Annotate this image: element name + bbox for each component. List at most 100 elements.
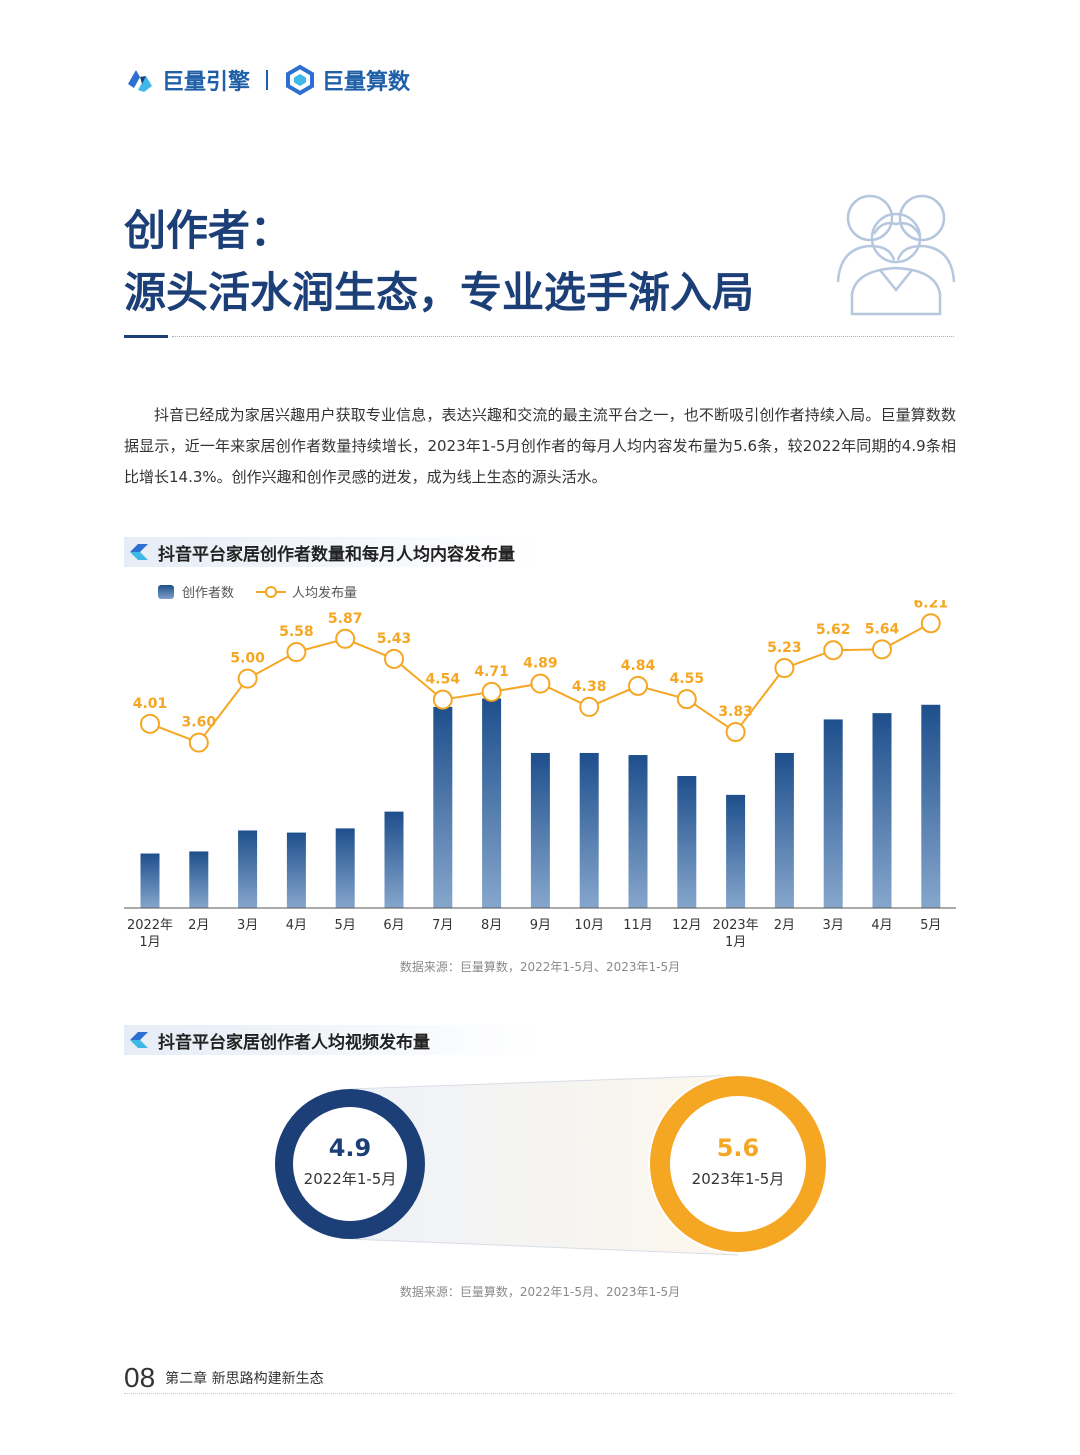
line-point xyxy=(286,642,307,663)
line-point xyxy=(774,658,795,679)
page-title: 创作者： 源头活水润生态，专业选手渐入局 xyxy=(124,200,754,324)
line-point xyxy=(140,713,160,734)
line-data-label: 4.54 xyxy=(426,672,461,688)
line-data-label: 4.38 xyxy=(572,679,607,695)
legend-item-bar: 创作者数 xyxy=(158,582,234,601)
legend-line-label: 人均发布量 xyxy=(292,586,358,601)
legend-bar-swatch xyxy=(158,584,174,599)
x-tick-label: 4月 xyxy=(871,918,892,933)
x-tick-label: 10月 xyxy=(574,918,604,933)
section2-source: 数据来源：巨量算数，2022年1-5月、2023年1-5月 xyxy=(399,1285,681,1299)
donut-2022-value: 4.9 xyxy=(329,1134,372,1162)
video-comparison-chart: 4.9 2022年1-5月 5.6 2023年1-5月 xyxy=(275,1074,828,1256)
donut-2023-label: 2023年1-5月 xyxy=(692,1170,785,1188)
bar-creators xyxy=(238,830,258,908)
line-data-label: 5.62 xyxy=(816,622,851,638)
header-brands: 巨量引擎 巨量算数 xyxy=(124,60,410,100)
bar-creators xyxy=(335,828,355,908)
line-data-label: 5.23 xyxy=(767,640,802,656)
line-data-label: 4.01 xyxy=(133,696,168,712)
x-tick-label: 7月 xyxy=(432,918,453,933)
line-point xyxy=(628,675,648,696)
line-point xyxy=(384,648,404,669)
line-point xyxy=(432,689,453,710)
footer-divider xyxy=(124,1393,954,1394)
bar-creators xyxy=(482,698,502,908)
line-data-label: 4.84 xyxy=(621,658,656,674)
juliang-suanshu-logo-icon xyxy=(286,64,315,96)
bar-creators xyxy=(921,704,941,908)
donut-2023-value: 5.6 xyxy=(717,1134,760,1162)
line-data-label: 5.43 xyxy=(377,631,412,647)
line-point xyxy=(335,628,356,649)
bar-creators xyxy=(140,853,160,908)
x-tick-label: 3月 xyxy=(823,918,844,933)
section1-header: 抖音平台家居创作者数量和每月人均内容发布量 xyxy=(124,537,544,567)
section2-header: 抖音平台家居创作者人均视频发布量 xyxy=(124,1025,544,1055)
line-data-label: 5.87 xyxy=(328,611,363,627)
line-point xyxy=(823,640,844,661)
bar-creators xyxy=(433,706,453,908)
line-data-label: 5.00 xyxy=(230,651,265,667)
title-divider xyxy=(124,335,954,338)
page-footer: 08 第二章 新思路构建新生态 xyxy=(124,1362,324,1394)
line-data-label: 3.83 xyxy=(718,704,753,720)
line-point xyxy=(676,689,697,710)
x-tick-label: 2月 xyxy=(774,918,795,933)
section1-source: 数据来源：巨量算数，2022年1-5月、2023年1-5月 xyxy=(399,960,681,974)
x-tick-label: 11月 xyxy=(623,918,653,933)
line-point xyxy=(237,668,258,689)
brand-separator xyxy=(266,70,269,90)
x-tick-label: 5月 xyxy=(920,918,941,933)
page-title-line2: 源头活水润生态，专业选手渐入局 xyxy=(124,268,755,317)
line-data-label: 4.71 xyxy=(474,664,509,680)
x-tick-label: 5月 xyxy=(335,918,356,933)
line-data-label: 5.58 xyxy=(279,624,314,640)
section1-title: 抖音平台家居创作者数量和每月人均内容发布量 xyxy=(158,544,515,565)
chart-legend: 创作者数 人均发布量 xyxy=(158,582,379,601)
donut-2023 xyxy=(650,1076,826,1252)
legend-line-swatch-icon xyxy=(256,585,287,598)
donut-2022-label: 2022年1-5月 xyxy=(304,1170,397,1188)
x-tick-label: 2月 xyxy=(188,918,209,933)
bar-creators xyxy=(189,851,209,908)
juliang-engine-logo-icon xyxy=(128,70,152,92)
bar-creators xyxy=(823,719,843,908)
creator-chart: 4.01 3.60 5.00 5.58 5.87 5.43 4.54 4.71 4.89 4.38… xyxy=(124,600,956,950)
line-point xyxy=(725,722,746,743)
line-data-label: 4.55 xyxy=(670,671,705,687)
bar-creators xyxy=(872,713,892,908)
comparison-connector xyxy=(350,1075,738,1255)
section-tag-icon xyxy=(130,1032,148,1048)
intro-paragraph: 抖音已经成为家居兴趣用户获取专业信息，表达兴趣和交流的最主流平台之一，也不断吸引… xyxy=(124,406,956,486)
x-tick-label: 3月 xyxy=(237,918,258,933)
page-number: 08 xyxy=(124,1362,156,1393)
line-point xyxy=(481,681,502,702)
x-tick-label: 9月 xyxy=(530,918,551,933)
x-tick-label: 6月 xyxy=(383,918,404,933)
line-data-label: 6.21 xyxy=(914,600,949,611)
line-point xyxy=(530,673,551,694)
bar-creators xyxy=(774,752,794,908)
bar-creators xyxy=(286,832,306,908)
people-illustration-icon xyxy=(836,194,956,316)
bar-creators xyxy=(726,794,746,908)
section2-title: 抖音平台家居创作者人均视频发布量 xyxy=(158,1032,430,1053)
brand-juliang-engine: 巨量引擎 xyxy=(124,64,250,96)
brand-juliang-suanshu: 巨量算数 xyxy=(284,64,410,96)
line-data-label: 4.89 xyxy=(523,656,558,672)
line-data-label: 3.60 xyxy=(182,715,217,731)
bar-creators xyxy=(677,776,697,908)
chapter-title: 第二章 新思路构建新生态 xyxy=(165,1371,324,1387)
x-tick-label: 2022年 1月 xyxy=(127,918,173,950)
line-point xyxy=(920,613,941,634)
line-data-label: 5.64 xyxy=(865,621,900,637)
x-tick-label: 12月 xyxy=(672,918,702,933)
line-point xyxy=(872,639,892,660)
line-point xyxy=(579,696,600,717)
x-tick-label: 2023年 1月 xyxy=(713,918,759,950)
bar-creators xyxy=(384,811,404,908)
bar-creators xyxy=(530,752,550,908)
brand1-name: 巨量引擎 xyxy=(162,70,251,95)
legend-item-line: 人均发布量 xyxy=(256,582,357,601)
